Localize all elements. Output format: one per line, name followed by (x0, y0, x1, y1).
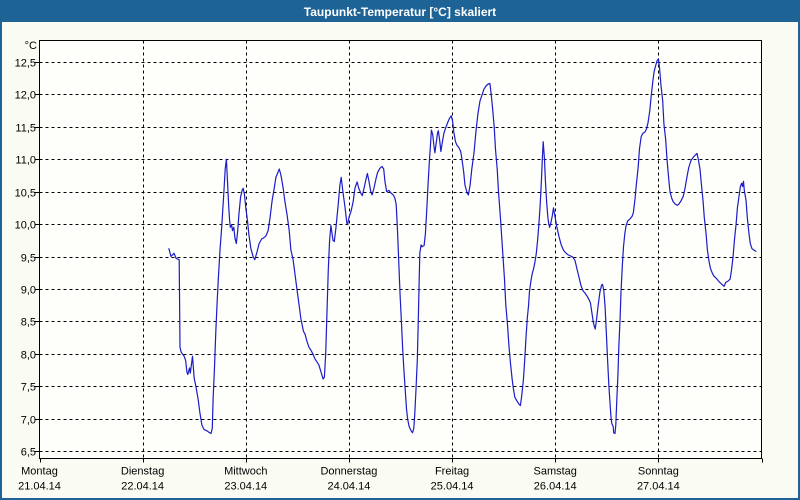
x-day-label: Dienstag (121, 466, 164, 478)
x-date-label: 27.04.14 (637, 481, 680, 493)
y-tick-label: 10,0 (15, 220, 36, 232)
series-line (168, 58, 757, 435)
x-day-label: Sonntag (638, 466, 679, 478)
y-tick-label: 12,0 (15, 90, 36, 102)
x-day-label: Mittwoch (224, 466, 267, 478)
y-tick-label: 8,0 (21, 350, 36, 362)
y-tick-label: 7,5 (21, 382, 36, 394)
y-tick-label: 7,0 (21, 415, 36, 427)
x-day-label: Montag (21, 466, 58, 478)
y-tick-label: 10,5 (15, 188, 36, 200)
y-tick-label: 6,5 (21, 447, 36, 459)
y-tick-label: 12,5 (15, 58, 36, 70)
y-tick-label: 11,5 (15, 123, 36, 135)
x-date-label: 21.04.14 (18, 481, 61, 493)
x-day-label: Samstag (534, 466, 577, 478)
x-date-label: 26.04.14 (534, 481, 577, 493)
y-tick-label: 8,5 (21, 317, 36, 329)
y-axis-unit-label: °C (25, 40, 37, 52)
y-tick-label: 9,0 (21, 285, 36, 297)
x-day-label: Donnerstag (320, 466, 377, 478)
x-day-label: Freitag (435, 466, 469, 478)
x-date-label: 24.04.14 (328, 481, 371, 493)
x-date-label: 23.04.14 (224, 481, 267, 493)
y-tick-label: 9,5 (21, 253, 36, 265)
x-date-label: 25.04.14 (431, 481, 474, 493)
grid-lines (34, 40, 763, 463)
x-date-label: 22.04.14 (121, 481, 164, 493)
chart-svg: 12,5 12,0 11,5 11,0 10,5 10,0 9,5 9,0 8,5 8,0 7,5 7… (15, 40, 763, 493)
title-bar: Taupunkt-Temperatur [°C] skaliert (2, 2, 798, 22)
plot-area (39, 40, 762, 459)
axis-labels: 12,5 12,0 11,5 11,0 10,5 10,0 9,5 9,0 8,5 8,0 7,5 7… (15, 40, 680, 493)
y-tick-label: 11,0 (15, 155, 36, 167)
window-title: Taupunkt-Temperatur [°C] skaliert (303, 5, 497, 19)
